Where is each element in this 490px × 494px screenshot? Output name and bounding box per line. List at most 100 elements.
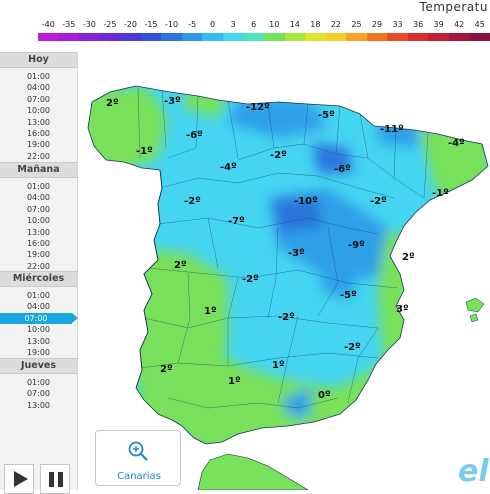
temperature-label-caceres: 2º bbox=[174, 260, 187, 271]
temperature-label-cantabria: -12º bbox=[246, 102, 270, 113]
time-slot[interactable]: 01:00 bbox=[26, 291, 51, 300]
time-slot[interactable]: 19:00 bbox=[26, 140, 51, 150]
time-slot[interactable]: 01:00 bbox=[26, 182, 51, 191]
time-slot[interactable]: 04:00 bbox=[26, 302, 51, 312]
day-header: Mañana bbox=[0, 162, 77, 178]
time-slot[interactable]: 13:00 bbox=[26, 336, 51, 346]
temperature-label-alicante: 3º bbox=[396, 304, 409, 315]
temperature-label-asturias-west: -3º bbox=[164, 96, 181, 107]
scale-label: 0 bbox=[210, 20, 216, 29]
scale-color-segment bbox=[264, 33, 285, 41]
canarias-label: Canarias bbox=[117, 471, 161, 482]
time-slot[interactable]: 22:00 bbox=[26, 261, 51, 271]
scale-label: 6 bbox=[251, 20, 257, 29]
time-slot[interactable]: 10:00 bbox=[26, 216, 51, 226]
time-slot[interactable]: 19:00 bbox=[26, 348, 51, 357]
scale-label: -40 bbox=[41, 20, 55, 29]
scale-color-segment bbox=[120, 33, 141, 41]
temperature-label-valladolid: -4º bbox=[220, 162, 237, 173]
scale-color-segment bbox=[366, 33, 388, 41]
scale-label: -30 bbox=[82, 20, 96, 29]
time-slot[interactable]: 07:00 bbox=[26, 204, 51, 214]
scale-color-segment bbox=[140, 33, 162, 41]
temperature-label-huelva: 2º bbox=[160, 364, 173, 375]
time-slot[interactable]: 16:00 bbox=[26, 129, 51, 138]
temperature-label-sevilla: 1º bbox=[228, 376, 241, 387]
temperature-label-ciudad-real: -2º bbox=[278, 312, 295, 323]
temperature-label-galicia-north: 2º bbox=[106, 98, 119, 109]
scale-label: 39 bbox=[433, 20, 444, 29]
temperature-label-toledo: -3º bbox=[288, 248, 305, 259]
scale-title: Temperatu bbox=[419, 0, 488, 14]
temperature-scale: Temperatu -40 -35 -30 -25 -20 -15 -10 -5 0 3 6 10 14… bbox=[0, 0, 490, 46]
scale-label: -35 bbox=[62, 20, 76, 29]
time-slot[interactable]: 16:00 bbox=[26, 239, 51, 248]
time-slot[interactable]: 04:00 bbox=[26, 83, 51, 93]
scale-color-segment bbox=[99, 33, 121, 41]
temperature-label-murcia: -2º bbox=[344, 342, 361, 353]
scale-label: 3 bbox=[230, 20, 236, 29]
scale-label: -10 bbox=[164, 20, 179, 29]
day-header: Hoy bbox=[0, 52, 77, 68]
time-slot[interactable]: 13:00 bbox=[26, 117, 51, 127]
time-slot[interactable]: 01:00 bbox=[26, 378, 51, 387]
scale-label: 29 bbox=[371, 20, 383, 29]
time-slot[interactable]: 22:00 bbox=[26, 151, 51, 161]
scale-color-segment bbox=[181, 33, 203, 41]
time-slot[interactable]: 07:00 bbox=[26, 389, 51, 399]
scale-label: -25 bbox=[103, 20, 117, 29]
time-slot[interactable]: 13:00 bbox=[26, 400, 51, 410]
scale-color-bar bbox=[38, 33, 490, 41]
brand-logo: el bbox=[454, 448, 490, 490]
scale-label: 33 bbox=[392, 20, 403, 29]
scale-color-segment bbox=[387, 33, 408, 41]
scale-color-segment bbox=[346, 33, 367, 41]
scale-color-segment bbox=[202, 33, 223, 41]
temperature-label-segovia: -10º bbox=[294, 196, 318, 207]
scale-color-segment bbox=[428, 33, 449, 41]
scale-color-segment bbox=[448, 33, 470, 41]
canarias-button[interactable]: Canarias bbox=[95, 430, 181, 486]
temperature-label-basque: -5º bbox=[318, 110, 335, 121]
temperature-label-ourense: -1º bbox=[136, 146, 153, 157]
time-slot[interactable]: 04:00 bbox=[26, 193, 51, 203]
scale-label: 14 bbox=[289, 20, 300, 29]
time-slot[interactable]: 10:00 bbox=[26, 106, 51, 116]
time-slot[interactable]: 07:00 bbox=[0, 312, 78, 324]
temperature-label-huelva-north: 1º bbox=[204, 306, 217, 317]
scale-color-segment bbox=[325, 33, 347, 41]
day-header: Jueves bbox=[0, 358, 77, 374]
scale-color-segment bbox=[161, 33, 182, 41]
scale-label: 18 bbox=[310, 20, 321, 29]
time-slot[interactable]: 13:00 bbox=[26, 227, 51, 237]
scale-color-segment bbox=[222, 33, 244, 41]
play-icon bbox=[14, 471, 28, 487]
time-slot[interactable]: 07:00 bbox=[26, 94, 51, 104]
pause-icon bbox=[49, 472, 63, 487]
temperature-label-albacete: -5º bbox=[340, 290, 357, 301]
scale-label: 45 bbox=[474, 20, 485, 29]
temperature-label-cuenca: -9º bbox=[348, 240, 365, 251]
time-selector: Hoy 01:00 04:00 07:00 10:00 13:00 16:00 19:00 22… bbox=[0, 52, 78, 494]
scale-label: 10 bbox=[269, 20, 280, 29]
play-button[interactable] bbox=[4, 464, 34, 494]
scale-color-segment bbox=[38, 33, 59, 41]
temperature-label-granada: 0º bbox=[318, 390, 331, 401]
scale-color-segment bbox=[243, 33, 265, 41]
scale-label: 22 bbox=[330, 20, 341, 29]
scale-label: 36 bbox=[412, 20, 424, 29]
temperature-label-teruel-north: -2º bbox=[370, 196, 387, 207]
scale-color-segment bbox=[407, 33, 429, 41]
time-slot[interactable]: 19:00 bbox=[26, 250, 51, 260]
time-slot[interactable]: 01:00 bbox=[26, 72, 51, 81]
time-slot[interactable]: 10:00 bbox=[26, 325, 51, 335]
temperature-label-leon: -6º bbox=[186, 130, 203, 141]
map-shape bbox=[87, 85, 489, 491]
temperature-label-badajoz: -2º bbox=[242, 274, 259, 285]
temperature-label-soria: -6º bbox=[334, 164, 351, 175]
zoom-icon bbox=[128, 441, 148, 461]
temperature-label-pyrenees: -11º bbox=[380, 124, 404, 135]
temperature-label-cordoba: 1º bbox=[272, 360, 285, 371]
temperature-label-palencia: -2º bbox=[270, 150, 287, 161]
spain-temperature-map: 2º -3º -12º -5º -11º -4º -6º -1º -2º -6º -4º -1º -2º… bbox=[78, 48, 490, 491]
